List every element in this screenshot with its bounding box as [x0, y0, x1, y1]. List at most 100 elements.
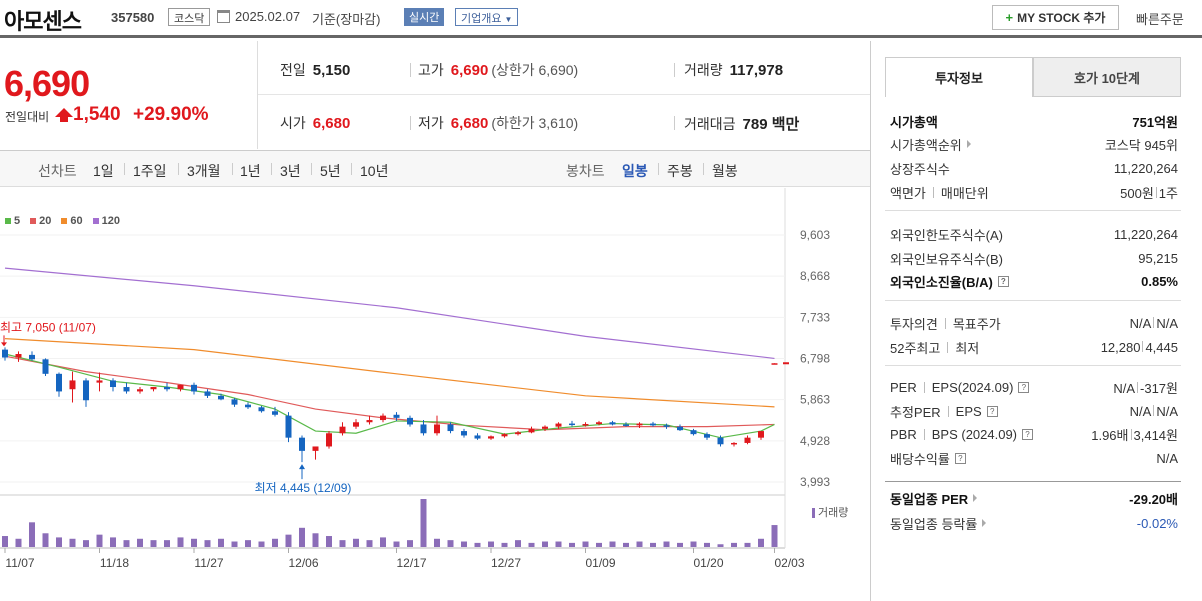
sector-rate-link[interactable]: 동일업종 등락률 [890, 514, 987, 533]
legend-ma20: 20 [30, 215, 51, 227]
low-price: 저가 6,680 (하한가 3,610) [418, 113, 578, 133]
volume-bar [29, 522, 35, 547]
foreign-limit-label: 외국인한도주식수(A) [890, 227, 1004, 243]
opinion-value: N/A [1129, 315, 1152, 331]
help-icon[interactable]: ? [954, 452, 966, 464]
triangle-right-icon [973, 494, 978, 502]
amount-label: 거래대금 [684, 116, 736, 132]
opinion-row: 투자의견 목표주가 N/A N/A [890, 313, 1178, 333]
period-1y[interactable]: 1년 [240, 163, 261, 179]
period-3y[interactable]: 3년 [280, 163, 301, 179]
foreign-hold-row: 외국인보유주식수(B) 95,215 [890, 248, 1178, 268]
stock-chart[interactable]: 5 20 60 120 9,603 8,668 7,733 6,798 5,863 4,9… [0, 188, 870, 600]
value-divider [1142, 340, 1144, 352]
volume-bar [461, 541, 467, 547]
candle-monthly[interactable]: 월봉 [712, 163, 738, 179]
period-1w[interactable]: 1주일 [133, 163, 167, 179]
candle-weekly[interactable]: 주봉 [667, 163, 693, 179]
control-divider [311, 163, 312, 175]
cap-rank-link[interactable]: 시가총액순위 [890, 135, 971, 154]
candle-body [42, 359, 49, 374]
opinion-label: 투자의견 [890, 316, 938, 332]
period-10y[interactable]: 10년 [360, 163, 389, 179]
control-divider [351, 163, 352, 175]
candle-body [353, 422, 359, 427]
candle-body [623, 424, 629, 426]
sector-rate-row: 동일업종 등락률 -0.02% [890, 513, 1178, 533]
volume-bar [447, 540, 454, 547]
volume-bar [677, 542, 683, 547]
period-1d[interactable]: 1일 [93, 163, 114, 179]
candle-body [164, 387, 170, 390]
company-name[interactable]: 아모센스 [4, 9, 82, 34]
volume-bar [636, 541, 643, 547]
candle-body [569, 423, 575, 426]
chart-controls: 선차트 1일 1주일 3개월 1년 3년 5년 10년 봉차트 일봉 주봉 월봉 [0, 150, 870, 187]
x-tick-label: 01/20 [693, 556, 723, 570]
candle-body [488, 436, 494, 439]
add-mystock-label: MY STOCK 추가 [1017, 11, 1106, 25]
ma20-line [4, 355, 775, 431]
value-divider [1137, 381, 1139, 393]
volume-bar [123, 540, 130, 547]
control-divider [232, 163, 233, 175]
volume-bar [204, 540, 211, 547]
add-mystock-button[interactable]: + MY STOCK 추가 [992, 5, 1119, 30]
volume-bar [380, 537, 386, 547]
candle-body [272, 411, 278, 415]
volume-bar [771, 525, 778, 547]
help-icon[interactable]: ? [997, 275, 1009, 287]
quick-order-button[interactable]: 빠른주문 [1136, 12, 1184, 27]
volume: 거래량 117,978 [684, 60, 783, 80]
candle-daily[interactable]: 일봉 [622, 163, 648, 179]
help-icon[interactable]: ? [1022, 428, 1034, 440]
foreign-limit-value: 11,220,264 [1113, 226, 1178, 242]
chart-canvas: 9,603 8,668 7,733 6,798 5,863 4,928 3,993 11/07… [0, 188, 830, 570]
volume-bar [96, 534, 103, 547]
period-5y[interactable]: 5년 [320, 163, 341, 179]
sector-rate-label: 동일업종 등락률 [890, 516, 978, 532]
control-divider [271, 163, 272, 175]
low-annotation: 최저 4,445 (12/09) [255, 481, 352, 495]
candle-body [69, 380, 76, 390]
tab-orderbook[interactable]: 호가 10단계 [1033, 57, 1181, 97]
per-value: N/A [1113, 380, 1136, 396]
sector-per-row: 동일업종 PER -29.20배 [890, 488, 1178, 508]
y-tick-label: 3,993 [800, 475, 830, 489]
candle-body [555, 423, 562, 427]
help-icon[interactable]: ? [1018, 381, 1030, 393]
volume-value: 117,978 [729, 62, 784, 79]
high-label: 고가 [418, 62, 444, 78]
cap-rank-label: 시가총액순위 [890, 137, 962, 153]
company-info-button[interactable]: 기업개요 ▼ [455, 8, 519, 26]
candle-body [245, 404, 251, 408]
chevron-down-icon: ▼ [504, 15, 513, 24]
prev-close: 전일 5,150 [280, 60, 350, 80]
volume-legend-label: 거래량 [818, 507, 849, 519]
prev-close-value: 5,150 [312, 62, 351, 79]
line-chart-label: 선차트 [38, 163, 77, 179]
candle-body [110, 380, 116, 388]
period-3m[interactable]: 3개월 [187, 163, 221, 179]
candle-body [758, 431, 764, 438]
candle-body [29, 354, 35, 360]
ma120-line [4, 267, 775, 360]
trade-unit-label: 매매단위 [940, 185, 989, 201]
candle-body [650, 423, 656, 426]
candle-body [393, 414, 400, 418]
help-icon[interactable]: ? [986, 405, 998, 417]
realtime-button[interactable]: 실시간 [404, 8, 445, 26]
sector-per-link[interactable]: 동일업종 PER [890, 489, 978, 508]
foreign-rate-label: 외국인소진율(B/A) [890, 274, 993, 290]
current-price-marker [783, 362, 789, 365]
quote-divider [674, 116, 675, 130]
volume-bar [501, 542, 508, 547]
tab-invest-info[interactable]: 투자정보 [885, 57, 1033, 97]
candle-body [231, 399, 238, 405]
quote-row-divider [258, 94, 870, 95]
per-values: N/A -317원 [1113, 378, 1178, 397]
low-annotation-arrowhead [299, 464, 305, 470]
bps-label: BPS (2024.09) [931, 426, 1018, 442]
value-divider [1155, 186, 1157, 198]
opinion-key: 투자의견 목표주가 [890, 314, 1001, 333]
